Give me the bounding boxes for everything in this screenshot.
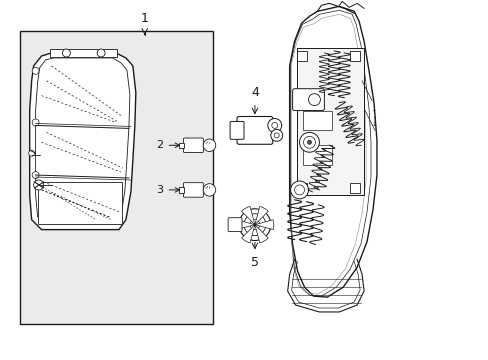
Circle shape (267, 118, 281, 132)
Circle shape (274, 133, 279, 138)
Polygon shape (30, 53, 136, 230)
Circle shape (62, 49, 70, 57)
Wedge shape (241, 206, 254, 225)
FancyBboxPatch shape (237, 117, 272, 144)
Circle shape (271, 122, 277, 129)
Circle shape (34, 180, 43, 190)
Text: 4: 4 (250, 86, 258, 99)
Bar (296, 183, 306, 193)
Circle shape (290, 181, 308, 199)
Circle shape (303, 136, 315, 148)
Bar (49, 49, 117, 57)
FancyBboxPatch shape (230, 121, 244, 139)
Circle shape (270, 129, 282, 141)
Circle shape (294, 185, 304, 195)
FancyBboxPatch shape (183, 183, 203, 197)
Text: 2: 2 (156, 140, 179, 150)
Bar (349, 183, 359, 193)
Polygon shape (289, 6, 376, 297)
Circle shape (32, 119, 39, 126)
Circle shape (307, 140, 311, 144)
FancyBboxPatch shape (179, 187, 184, 193)
Circle shape (308, 94, 320, 105)
Text: ↑
|
↓: ↑ | ↓ (371, 110, 376, 127)
Circle shape (244, 214, 265, 235)
Text: 3: 3 (156, 185, 179, 195)
Text: 5: 5 (250, 256, 258, 269)
Bar (296, 51, 306, 61)
Bar (38, 182, 122, 224)
Wedge shape (241, 225, 254, 243)
Bar (302, 111, 332, 130)
Circle shape (249, 220, 259, 230)
Circle shape (239, 209, 270, 240)
Wedge shape (236, 220, 254, 230)
Wedge shape (254, 225, 268, 243)
Bar (302, 145, 332, 165)
FancyBboxPatch shape (292, 89, 324, 111)
FancyBboxPatch shape (183, 138, 203, 153)
Circle shape (32, 172, 39, 179)
Circle shape (97, 49, 105, 57)
Circle shape (203, 139, 215, 152)
FancyBboxPatch shape (20, 31, 213, 324)
Wedge shape (254, 206, 268, 225)
FancyBboxPatch shape (296, 48, 364, 195)
Circle shape (32, 67, 39, 74)
Circle shape (203, 184, 215, 196)
Circle shape (29, 150, 35, 156)
Circle shape (299, 132, 319, 152)
FancyBboxPatch shape (179, 143, 184, 148)
Wedge shape (254, 220, 273, 230)
Text: 1: 1 (141, 12, 149, 24)
Bar (349, 51, 359, 61)
FancyBboxPatch shape (228, 218, 242, 231)
